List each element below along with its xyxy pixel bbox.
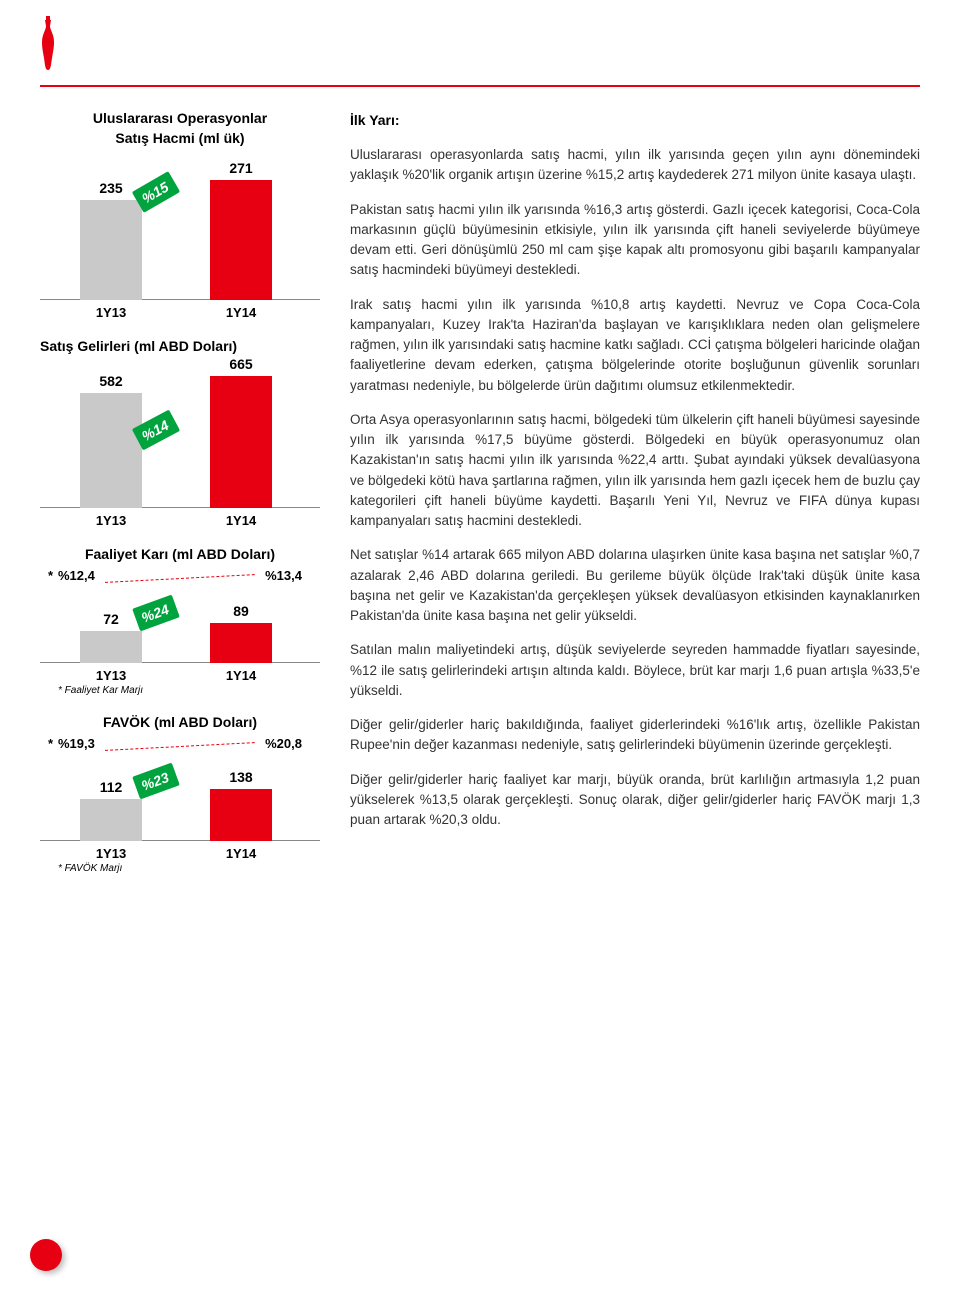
margin-right: %20,8 [265, 736, 302, 751]
margin-left: %12,4 [58, 568, 95, 583]
margin-row: * %19,3 %20,8 [40, 736, 320, 751]
paragraph: Pakistan satış hacmi yılın ilk yarısında… [350, 200, 920, 281]
bar-rect [80, 200, 142, 300]
section-subtitle: İlk Yarı: [350, 110, 920, 131]
red-dot-icon [30, 1239, 62, 1271]
bar-rect [80, 799, 142, 841]
growth-arrow: %23 [132, 763, 180, 800]
chart-footnote: * Faaliyet Kar Marjı [40, 685, 320, 696]
chart-footnote: * FAVÖK Marjı [40, 863, 320, 874]
chart-ebitda: FAVÖK (ml ABD Doları) * %19,3 %20,8 112 … [40, 714, 320, 874]
bar-rect [210, 789, 272, 841]
page-header [40, 16, 920, 87]
bar-xlabel: 1Y13 [80, 668, 142, 683]
bar-rect [210, 376, 272, 508]
bar-value: 89 [210, 603, 272, 619]
bar-xlabel: 1Y13 [80, 305, 142, 320]
paragraph: Uluslararası operasyonlarda satış hacmi,… [350, 145, 920, 186]
chart-stage: 235 1Y13 271 1Y14 %15 [40, 150, 320, 320]
chart-title: Satış Gelirleri (ml ABD Doları) [40, 338, 320, 354]
margin-left: %19,3 [58, 736, 95, 751]
bar-value: 271 [210, 160, 272, 176]
paragraph: Irak satış hacmi yılın ilk yarısında %10… [350, 295, 920, 396]
bar-1y13: 72 1Y13 [80, 631, 142, 663]
charts-column: Uluslararası Operasyonlar Satış Hacmi (m… [40, 110, 320, 892]
paragraph: Orta Asya operasyonlarının satış hacmi, … [350, 410, 920, 532]
chart-stage: 112 1Y13 138 1Y14 %23 [40, 751, 320, 861]
margin-row: * %12,4 %13,4 [40, 568, 320, 583]
bar-xlabel: 1Y13 [80, 513, 142, 528]
bar-xlabel: 1Y14 [210, 668, 272, 683]
bar-value: 665 [210, 356, 272, 372]
bar-rect [80, 393, 142, 508]
chart-title: Satış Hacmi (ml ük) [40, 130, 320, 146]
bar-1y14: 89 1Y14 [210, 623, 272, 663]
bar-rect [210, 623, 272, 663]
body-text-column: İlk Yarı: Uluslararası operasyonlarda sa… [350, 110, 920, 892]
paragraph: Satılan malın maliyetindeki artış, düşük… [350, 640, 920, 701]
bar-value: 112 [80, 779, 142, 795]
chart-title: FAVÖK (ml ABD Doları) [40, 714, 320, 730]
chart-stage: 72 1Y13 89 1Y14 %24 [40, 583, 320, 683]
growth-arrow: %24 [132, 595, 180, 632]
chart-volume: Satış Hacmi (ml ük) 235 1Y13 271 1Y14 %1… [40, 130, 320, 320]
paragraph: Diğer gelir/giderler hariç faaliyet kar … [350, 770, 920, 831]
section-title: Uluslararası Operasyonlar [40, 110, 320, 126]
asterisk-icon: * [48, 736, 53, 751]
bar-value: 582 [80, 373, 142, 389]
margin-right: %13,4 [265, 568, 302, 583]
bar-1y13: 112 1Y13 [80, 799, 142, 841]
coke-bottle-icon [40, 16, 56, 75]
bar-1y13: 235 1Y13 [80, 200, 142, 300]
bar-1y14: 138 1Y14 [210, 789, 272, 841]
header-rule [40, 85, 920, 87]
growth-label: %23 [132, 763, 180, 800]
asterisk-icon: * [48, 568, 53, 583]
paragraph: Diğer gelir/giderler hariç bakıldığında,… [350, 715, 920, 756]
bar-1y14: 665 1Y14 [210, 376, 272, 508]
bar-xlabel: 1Y14 [210, 513, 272, 528]
bar-value: 138 [210, 769, 272, 785]
chart-stage: 582 1Y13 665 1Y14 %14 [40, 358, 320, 528]
bar-xlabel: 1Y13 [80, 846, 142, 861]
bar-rect [210, 180, 272, 300]
chart-revenue: Satış Gelirleri (ml ABD Doları) 582 1Y13… [40, 338, 320, 528]
bar-xlabel: 1Y14 [210, 846, 272, 861]
paragraph: Net satışlar %14 artarak 665 milyon ABD … [350, 545, 920, 626]
bar-rect [80, 631, 142, 663]
bar-1y13: 582 1Y13 [80, 393, 142, 508]
chart-title: Faaliyet Karı (ml ABD Doları) [40, 546, 320, 562]
content: Uluslararası Operasyonlar Satış Hacmi (m… [40, 110, 920, 892]
bar-xlabel: 1Y14 [210, 305, 272, 320]
growth-label: %24 [132, 595, 180, 632]
chart-opinc: Faaliyet Karı (ml ABD Doları) * %12,4 %1… [40, 546, 320, 696]
bar-value: 72 [80, 611, 142, 627]
bar-1y14: 271 1Y14 [210, 180, 272, 300]
